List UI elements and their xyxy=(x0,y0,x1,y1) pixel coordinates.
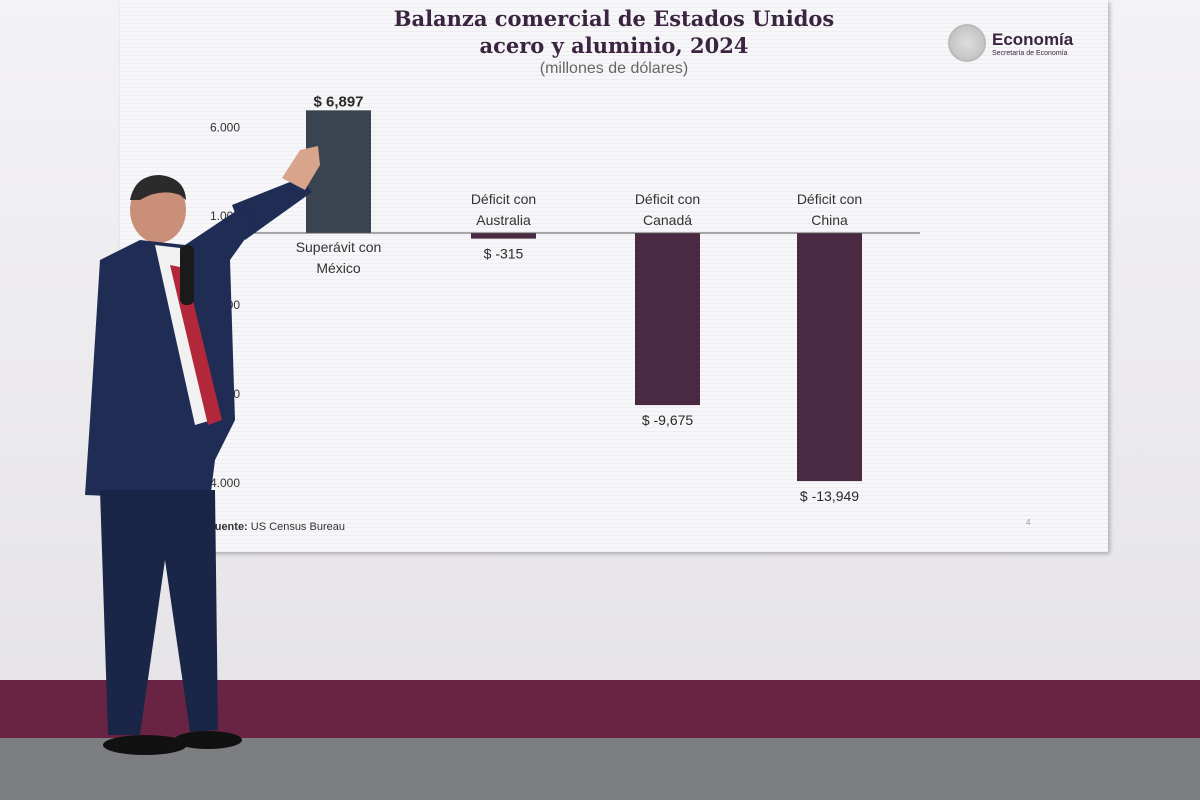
category-label: Déficit con xyxy=(635,191,700,207)
tie xyxy=(170,265,222,425)
economia-logo: Economía Secretaría de Economía xyxy=(948,24,1073,62)
chart-source: Fuente: US Census Bureau xyxy=(208,521,345,533)
data-label: $ -13,949 xyxy=(800,488,859,504)
page-number: 4 xyxy=(1026,518,1031,527)
category-label: Canadá xyxy=(643,212,692,228)
suit-trousers xyxy=(100,490,218,735)
chart-title-line-2: acero y aluminio, 2024 xyxy=(479,33,749,58)
logo-name: Economía xyxy=(992,29,1074,49)
hand xyxy=(282,146,320,190)
microphone xyxy=(180,245,194,305)
source-text: US Census Bureau xyxy=(250,521,345,533)
category-label: Superávit con xyxy=(296,239,382,255)
data-label: $ -9,675 xyxy=(642,412,694,428)
category-label: Déficit con xyxy=(797,191,862,207)
presentation-screen: Balanza comercial de Estados Unidos acer… xyxy=(120,0,1108,552)
data-label: $ -315 xyxy=(484,246,524,262)
bar xyxy=(635,233,700,406)
category-label: Australia xyxy=(476,212,531,228)
category-label: Déficit con xyxy=(471,191,536,207)
data-label: $ 6,897 xyxy=(313,93,363,110)
y-tick-label: 6.000 xyxy=(210,120,240,134)
chart-subtitle: (millones de dólares) xyxy=(539,60,689,77)
chart-title-line-1: Balanza comercial de Estados Unidos xyxy=(393,6,835,31)
category-label: China xyxy=(811,212,848,228)
bar xyxy=(797,233,862,482)
suit-jacket xyxy=(85,205,255,500)
logo-subtitle: Secretaría de Economía xyxy=(992,49,1068,57)
source-label: Fuente: xyxy=(208,521,248,533)
bar xyxy=(471,233,536,239)
bar xyxy=(306,110,371,233)
seal-icon xyxy=(948,24,986,62)
category-label: México xyxy=(316,260,361,276)
